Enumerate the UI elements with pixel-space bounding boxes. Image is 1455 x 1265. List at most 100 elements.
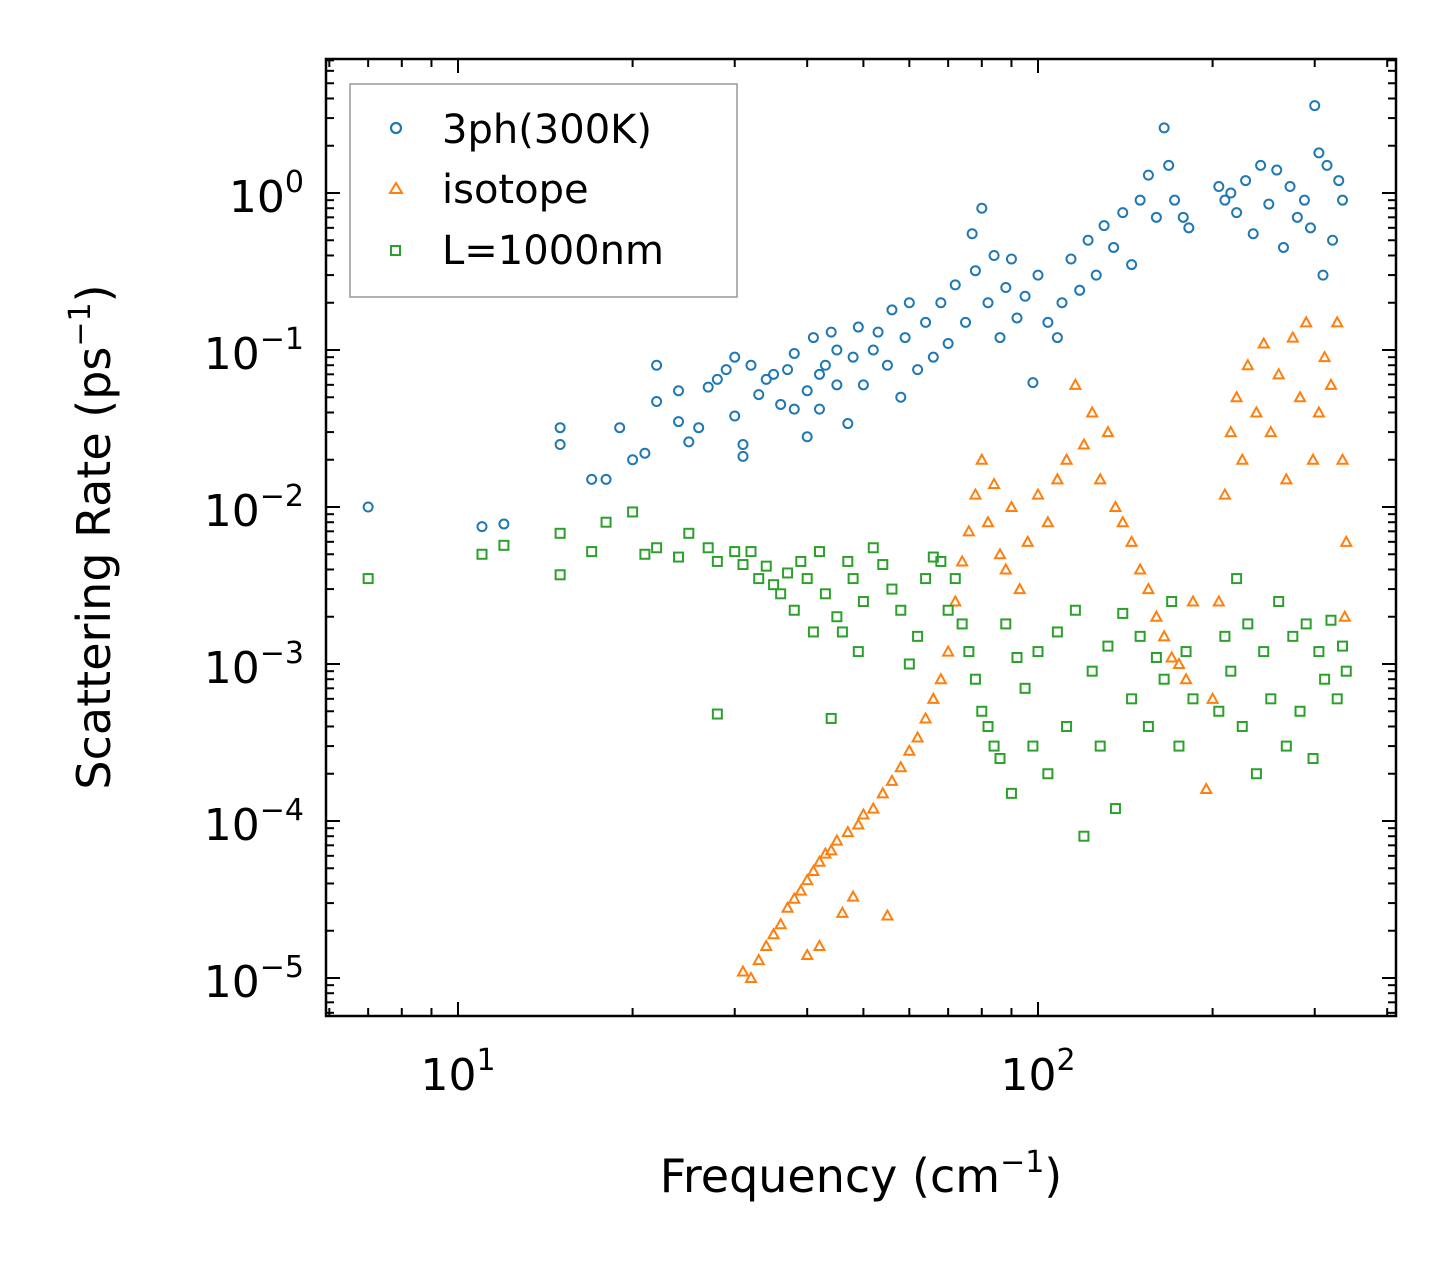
point-triangle-1-29 (918, 711, 933, 724)
point-triangle-1-79 (1293, 390, 1307, 403)
point-square-2-80 (1219, 630, 1231, 642)
point-circle-0-14 (683, 436, 695, 448)
point-triangle-1-61 (1164, 650, 1179, 663)
point-circle-0-96 (1263, 198, 1275, 210)
point-circle-0-72 (1056, 297, 1068, 309)
point-circle-0-19 (729, 410, 741, 422)
point-square-2-28 (819, 588, 831, 600)
point-circle-0-103 (1309, 100, 1321, 112)
point-square-2-0 (362, 573, 374, 585)
point-square-2-53 (994, 753, 1006, 765)
point-triangle-1-27 (902, 743, 917, 756)
point-triangle-1-31 (934, 672, 948, 685)
point-circle-0-71 (1051, 332, 1063, 344)
point-square-2-49 (969, 673, 981, 685)
point-triangle-1-42 (1004, 499, 1019, 512)
x-tick-exp: 2 (1056, 1043, 1075, 1078)
point-triangle-1-30 (926, 691, 941, 704)
y-tick-base: 10 (204, 329, 260, 380)
point-circle-0-28 (782, 364, 794, 376)
point-square-2-29 (825, 712, 837, 724)
point-triangle-1-83 (1317, 350, 1332, 363)
point-square-2-74 (1158, 673, 1170, 685)
point-circle-0-17 (711, 373, 723, 385)
point-triangle-1-3 (759, 938, 773, 951)
point-triangle-1-76 (1271, 367, 1286, 380)
point-circle-0-0 (362, 501, 374, 513)
point-circle-0-46 (881, 359, 893, 371)
point-square-2-82 (1231, 573, 1243, 585)
x-tick-base: 10 (1000, 1050, 1056, 1101)
point-triangle-1-85 (1330, 315, 1344, 328)
point-circle-0-40 (842, 418, 854, 430)
x-axis-label-close: ) (1044, 1149, 1062, 1203)
point-triangle-1-37 (975, 452, 989, 465)
point-circle-0-53 (927, 351, 939, 363)
point-square-2-2 (498, 539, 510, 551)
point-circle-0-78 (1108, 241, 1120, 253)
point-triangle-1-80 (1299, 315, 1313, 328)
point-circle-0-85 (1163, 159, 1175, 171)
point-circle-0-22 (737, 439, 749, 451)
point-triangle-1-25 (885, 773, 899, 786)
y-tick-label-1e-3: 10−3 (204, 636, 304, 694)
point-square-2-35 (857, 596, 869, 608)
point-circle-0-45 (872, 326, 884, 338)
data-points (362, 100, 1353, 983)
legend-marker-length (390, 245, 401, 256)
point-triangle-1-12 (812, 854, 827, 867)
point-circle-0-47 (886, 304, 898, 316)
point-circle-0-82 (1142, 169, 1154, 181)
point-circle-0-99 (1284, 181, 1296, 193)
point-square-2-72 (1142, 720, 1154, 732)
point-triangle-1-26 (894, 760, 908, 773)
point-circle-0-42 (852, 321, 864, 333)
point-square-2-99 (1340, 665, 1352, 677)
point-square-2-44 (935, 555, 947, 567)
point-square-2-86 (1258, 646, 1270, 658)
point-square-2-9 (651, 542, 663, 554)
point-circle-0-65 (1005, 253, 1017, 265)
point-square-2-57 (1019, 682, 1031, 694)
y-tick-label-1e-4: 10−4 (204, 793, 304, 851)
point-square-2-11 (683, 527, 695, 539)
y-tick-base: 10 (204, 957, 260, 1008)
point-circle-0-91 (1225, 187, 1237, 199)
point-square-2-33 (847, 573, 859, 585)
point-square-2-50 (976, 705, 988, 717)
point-square-2-23 (788, 604, 800, 616)
point-triangle-1-15 (824, 843, 838, 856)
point-circle-0-76 (1090, 269, 1102, 281)
point-square-2-14 (711, 708, 723, 720)
point-circle-0-11 (651, 359, 663, 371)
point-triangle-1-54 (1108, 499, 1123, 512)
point-square-2-97 (1331, 693, 1343, 705)
point-circle-0-108 (1333, 175, 1345, 187)
x-tick-label-100: 102 (1000, 1043, 1075, 1101)
point-triangle-1-43 (1013, 582, 1027, 595)
point-square-2-32 (842, 555, 854, 567)
point-triangle-1-67 (1212, 594, 1226, 607)
point-circle-0-3 (554, 439, 566, 451)
point-square-2-24 (795, 555, 807, 567)
point-triangle-1-22 (866, 801, 880, 814)
point-circle-0-21 (737, 450, 749, 462)
y-axis-label-sup: −1 (63, 302, 98, 346)
point-triangle-1-59 (1149, 609, 1164, 622)
point-square-2-69 (1117, 607, 1129, 619)
point-square-2-52 (988, 740, 1000, 752)
plot-frame (324, 57, 1398, 1018)
point-triangle-1-49 (1068, 377, 1083, 390)
point-circle-0-73 (1065, 253, 1077, 265)
point-circle-0-36 (819, 359, 831, 371)
point-square-2-1 (476, 548, 488, 560)
point-triangle-1-55 (1116, 515, 1130, 528)
x-axis-label-text: Frequency (cm (660, 1149, 1000, 1203)
point-square-2-25 (801, 573, 813, 585)
point-square-2-31 (836, 626, 848, 638)
point-circle-0-97 (1271, 164, 1283, 176)
point-circle-0-2 (498, 518, 510, 530)
point-circle-0-39 (831, 344, 843, 356)
point-square-2-64 (1078, 830, 1090, 842)
point-triangle-1-50 (1077, 437, 1091, 450)
